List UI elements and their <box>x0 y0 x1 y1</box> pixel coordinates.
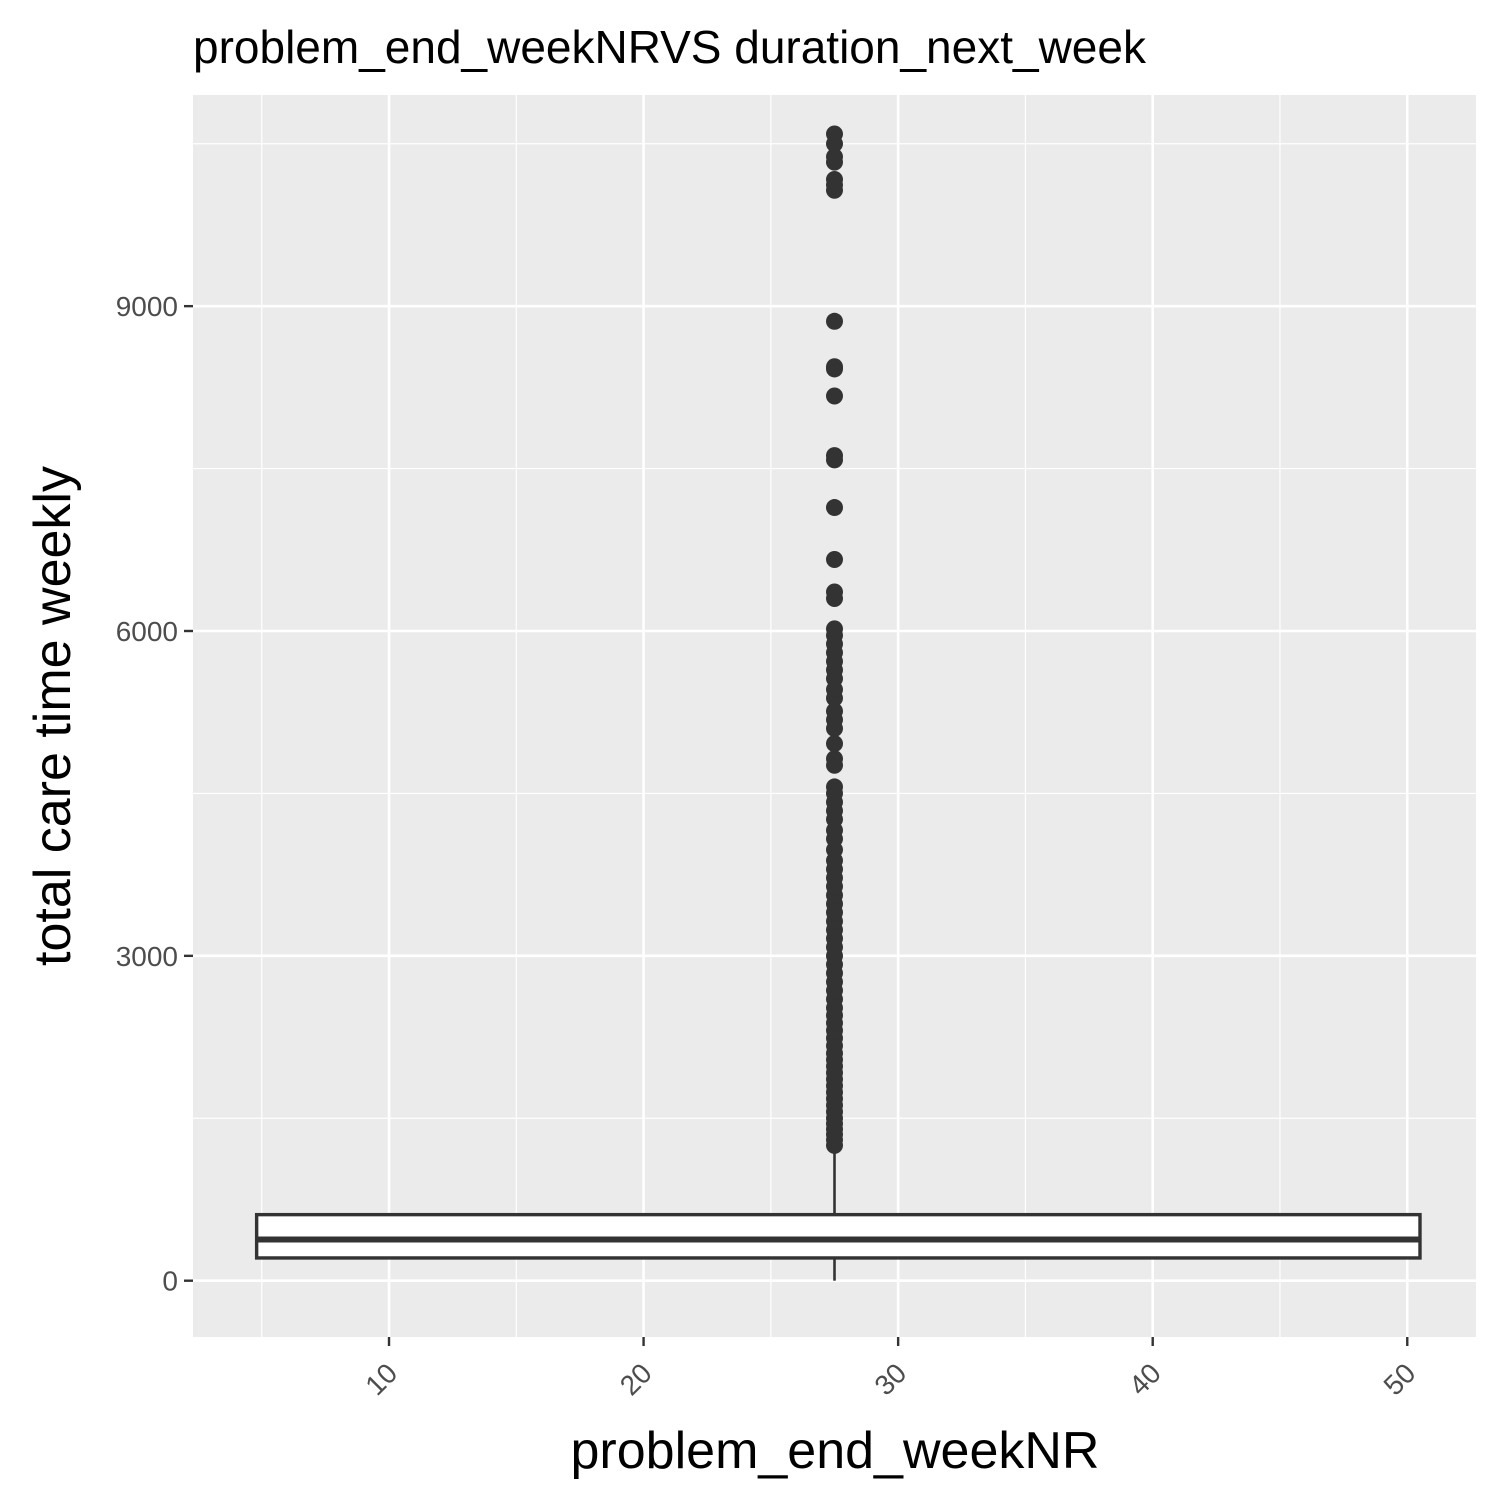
x-axis-title: problem_end_weekNR <box>571 1422 1100 1480</box>
chart-title: problem_end_weekNRVS duration_next_week <box>193 21 1147 73</box>
outlier-point <box>826 358 843 376</box>
outlier-points <box>826 125 843 1154</box>
y-tick-label: 9000 <box>116 291 178 322</box>
outlier-point <box>826 778 843 796</box>
outlier-point <box>826 148 843 166</box>
outlier-point <box>826 312 843 330</box>
box-iqr <box>254 1212 1422 1260</box>
outlier-point <box>826 499 843 517</box>
x-tick-label: 40 <box>1123 1357 1167 1401</box>
outlier-point <box>826 447 843 465</box>
outlier-point <box>826 702 843 720</box>
outlier-point <box>826 125 843 143</box>
x-axis: 10 20 30 40 50 <box>359 1337 1422 1401</box>
y-axis-title: total care time weekly <box>24 466 82 966</box>
outlier-point <box>826 735 843 753</box>
y-axis: 0 3000 6000 9000 <box>116 291 193 1297</box>
outlier-point <box>826 387 843 405</box>
outlier-point <box>826 551 843 569</box>
x-tick-label: 50 <box>1378 1357 1422 1401</box>
y-tick-label: 6000 <box>116 616 178 647</box>
outlier-point <box>826 620 843 638</box>
x-tick-label: 20 <box>614 1357 658 1401</box>
boxplot <box>254 1149 1422 1281</box>
outlier-point <box>826 583 843 601</box>
y-tick-label: 3000 <box>116 941 178 972</box>
outlier-point <box>826 750 843 768</box>
x-tick-label: 10 <box>359 1357 403 1401</box>
x-tick-label: 30 <box>868 1357 912 1401</box>
outlier-point <box>826 170 843 188</box>
y-tick-label: 0 <box>162 1266 178 1297</box>
